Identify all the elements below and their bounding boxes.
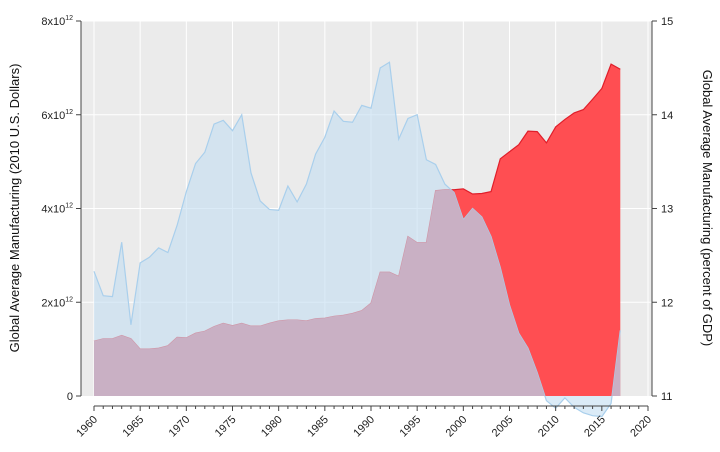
y-left-tick-label: 8x1012 [41, 15, 73, 28]
x-tick-label: 1980 [259, 414, 285, 440]
y-right-tick-label: 14 [661, 110, 673, 122]
x-tick-label: 1960 [74, 414, 100, 440]
x-tick-label: 2005 [490, 414, 516, 440]
y-right-tick-label: 11 [661, 391, 672, 403]
x-tick-label: 1970 [167, 414, 193, 440]
x-tick-label: 1985 [305, 414, 331, 440]
x-tick-label: 2000 [444, 414, 470, 440]
y-right-tick-label: 12 [661, 297, 673, 309]
x-tick-label: 1975 [213, 414, 239, 440]
x-tick-label: 1990 [351, 414, 377, 440]
y-left-tick-label: 4x1012 [41, 203, 73, 216]
y-left-tick-label: 6x1012 [41, 109, 73, 122]
y-left-tick-label: 2x1012 [41, 296, 73, 309]
x-tick-label: 2015 [582, 414, 608, 440]
overlap-area [94, 64, 621, 396]
percent-gdp-line [93, 61, 621, 418]
y-right-tick-label: 15 [661, 16, 673, 28]
y-axis-left-title: Global Average Manufacturing (2010 U.S. … [7, 64, 22, 353]
y-right-tick-label: 13 [661, 204, 673, 216]
y-axis-right-title: Global Average Manufacturing (percent of… [700, 70, 715, 347]
x-tick-label: 2020 [628, 414, 654, 440]
series-areas [93, 61, 621, 418]
x-tick-label: 2010 [536, 414, 562, 440]
x-tick-label: 1965 [120, 414, 146, 440]
x-tick-label: 1995 [397, 414, 423, 440]
y-left-tick-label: 0 [67, 391, 73, 403]
